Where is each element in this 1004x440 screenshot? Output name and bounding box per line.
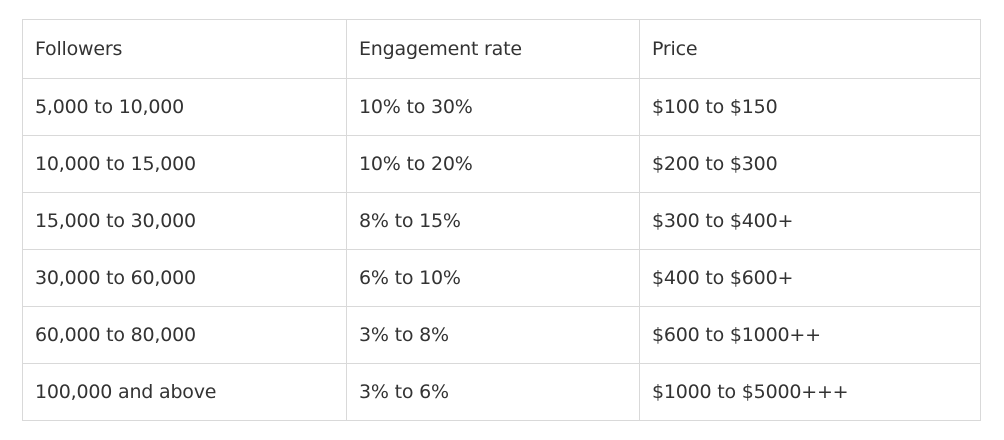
cell-followers: 15,000 to 30,000	[22, 192, 347, 250]
cell-followers: 10,000 to 15,000	[22, 135, 347, 193]
cell-followers: 30,000 to 60,000	[22, 249, 347, 307]
pricing-table-container: Followers Engagement rate Price 5,000 to…	[22, 19, 981, 421]
cell-engagement-rate: 10% to 20%	[346, 135, 640, 193]
cell-price: $300 to $400+	[639, 192, 981, 250]
cell-engagement-rate: 3% to 6%	[346, 363, 640, 421]
header-engagement-rate: Engagement rate	[346, 19, 640, 79]
table-body: 5,000 to 10,000 10% to 30% $100 to $150 …	[22, 78, 981, 421]
cell-engagement-rate: 8% to 15%	[346, 192, 640, 250]
table-row: 100,000 and above 3% to 6% $1000 to $500…	[22, 363, 981, 421]
table-row: 10,000 to 15,000 10% to 20% $200 to $300	[22, 135, 981, 193]
cell-engagement-rate: 6% to 10%	[346, 249, 640, 307]
cell-engagement-rate: 10% to 30%	[346, 78, 640, 136]
influencer-pricing-table: Followers Engagement rate Price 5,000 to…	[22, 19, 981, 421]
table-row: 60,000 to 80,000 3% to 8% $600 to $1000+…	[22, 306, 981, 364]
table-row: 15,000 to 30,000 8% to 15% $300 to $400+	[22, 192, 981, 250]
cell-followers: 100,000 and above	[22, 363, 347, 421]
table-row: 5,000 to 10,000 10% to 30% $100 to $150	[22, 78, 981, 136]
header-row: Followers Engagement rate Price	[22, 19, 981, 79]
cell-followers: 60,000 to 80,000	[22, 306, 347, 364]
cell-followers: 5,000 to 10,000	[22, 78, 347, 136]
cell-price: $600 to $1000++	[639, 306, 981, 364]
header-followers: Followers	[22, 19, 347, 79]
cell-price: $200 to $300	[639, 135, 981, 193]
table-header: Followers Engagement rate Price	[22, 19, 981, 79]
table-row: 30,000 to 60,000 6% to 10% $400 to $600+	[22, 249, 981, 307]
cell-price: $400 to $600+	[639, 249, 981, 307]
header-price: Price	[639, 19, 981, 79]
cell-engagement-rate: 3% to 8%	[346, 306, 640, 364]
cell-price: $1000 to $5000+++	[639, 363, 981, 421]
cell-price: $100 to $150	[639, 78, 981, 136]
